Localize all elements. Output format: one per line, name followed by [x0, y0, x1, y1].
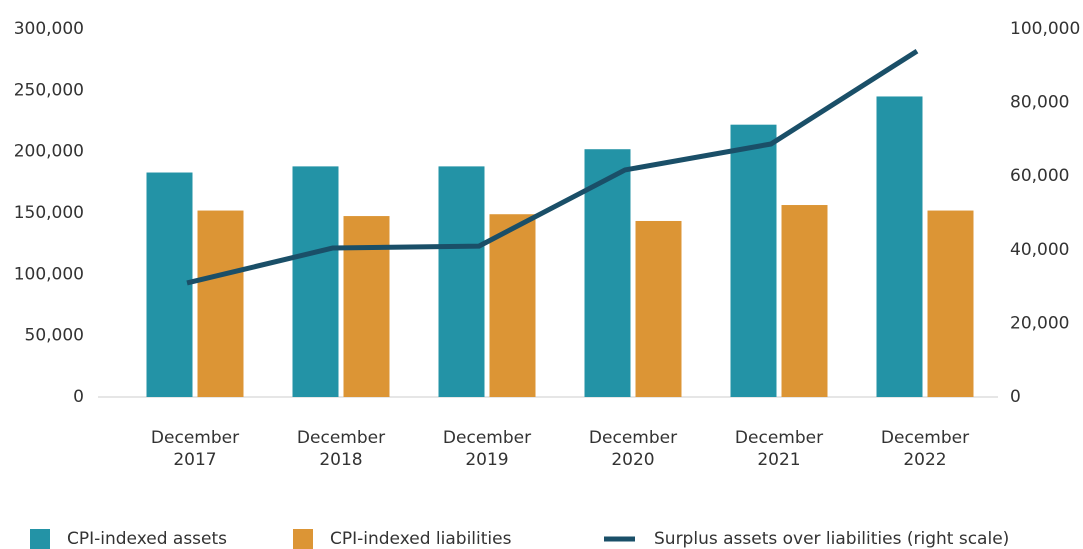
y-tick-label: 250,000 [14, 80, 84, 100]
legend-label: CPI-indexed liabilities [330, 529, 512, 549]
y-tick-label: 150,000 [14, 203, 84, 223]
y-tick-label: 50,000 [25, 326, 84, 346]
bar [489, 214, 536, 397]
bar [781, 205, 828, 397]
y2-tick-label: 0 [1010, 387, 1021, 407]
bar [146, 172, 193, 397]
legend-swatch [30, 529, 50, 549]
legend-label: Surplus assets over liabilities (right s… [654, 529, 1009, 549]
y2-tick-label: 80,000 [1010, 93, 1069, 113]
y-tick-label: 300,000 [14, 19, 84, 39]
legend-swatch [293, 529, 313, 549]
x-tick-label: December 2021 [734, 428, 824, 470]
y-tick-label: 0 [73, 387, 84, 407]
x-tick-label: December 2019 [442, 428, 532, 470]
bar [876, 96, 923, 397]
y-tick-label: 200,000 [14, 142, 84, 162]
bar [438, 166, 485, 397]
y2-tick-label: 60,000 [1010, 166, 1069, 186]
bar [927, 210, 974, 397]
bar [292, 166, 339, 397]
bar [584, 149, 631, 397]
x-tick-label: December 2018 [296, 428, 386, 470]
y2-tick-label: 100,000 [1010, 19, 1080, 39]
x-tick-label: December 2020 [588, 428, 678, 470]
x-tick-label: December 2017 [150, 428, 240, 470]
bar [343, 216, 390, 397]
y-tick-label: 100,000 [14, 264, 84, 284]
bar [635, 220, 682, 397]
y2-tick-label: 40,000 [1010, 240, 1069, 260]
x-tick-label: December 2022 [880, 428, 970, 470]
bar [730, 124, 777, 398]
line [186, 48, 919, 286]
y2-tick-label: 20,000 [1010, 313, 1069, 333]
bar [197, 210, 244, 397]
legend-label: CPI-indexed assets [67, 529, 227, 549]
